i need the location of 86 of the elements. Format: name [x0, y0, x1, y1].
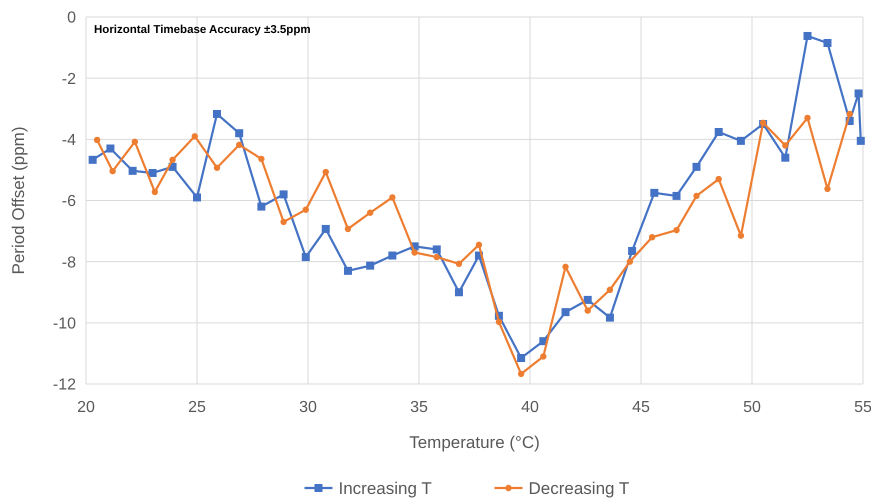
point	[672, 192, 681, 200]
point	[626, 258, 634, 265]
legend-label: Increasing T	[338, 478, 432, 498]
point	[302, 206, 309, 213]
point	[432, 245, 441, 254]
point	[235, 129, 244, 138]
point	[650, 188, 658, 197]
point	[781, 154, 790, 162]
point	[212, 110, 221, 118]
point	[280, 218, 287, 226]
x-tick-label: 30	[299, 399, 317, 416]
point	[388, 252, 396, 260]
point	[804, 32, 812, 40]
point	[169, 156, 176, 164]
point	[736, 136, 745, 145]
y-tick-label: -10	[52, 315, 76, 332]
point	[322, 168, 329, 176]
point	[257, 202, 266, 211]
point	[606, 314, 614, 322]
point	[454, 288, 463, 296]
y-tick-label: -2	[62, 70, 76, 88]
point	[94, 136, 100, 144]
point	[476, 242, 482, 248]
x-tick-label: 25	[188, 399, 206, 416]
point	[584, 307, 591, 314]
point	[804, 114, 811, 122]
point	[88, 156, 97, 164]
point	[236, 142, 242, 148]
annotation: Horizontal Timebase Accuracy ±3.5ppm	[94, 24, 311, 36]
point	[856, 136, 865, 145]
point	[389, 194, 396, 201]
point	[128, 166, 137, 175]
y-tick-label: -6	[62, 193, 76, 210]
point	[366, 262, 374, 270]
point	[148, 168, 157, 177]
point	[258, 156, 265, 162]
x-tick-label: 40	[521, 399, 539, 416]
point	[606, 286, 614, 294]
y-tick-label: -8	[62, 254, 76, 272]
point	[434, 254, 440, 260]
point	[628, 246, 636, 255]
point	[344, 226, 352, 232]
x-tick-label: 50	[743, 399, 761, 416]
x-axis-title: Temperature (°C)	[409, 433, 540, 452]
point	[518, 370, 524, 378]
point	[823, 38, 832, 47]
point	[648, 234, 656, 240]
point	[714, 128, 723, 136]
point	[109, 168, 116, 174]
x-tick-label: 35	[410, 399, 428, 416]
point	[693, 192, 700, 200]
point	[782, 142, 788, 149]
point	[846, 110, 853, 118]
point	[366, 210, 374, 216]
point	[824, 186, 831, 192]
point	[132, 138, 138, 145]
point	[456, 260, 462, 268]
point	[496, 318, 502, 326]
point	[214, 164, 220, 171]
x-tick-label: 20	[77, 399, 95, 416]
point	[738, 232, 744, 239]
point	[517, 354, 526, 362]
point	[562, 264, 569, 270]
y-tick-label: 0	[67, 10, 76, 27]
point	[692, 162, 700, 171]
point	[280, 190, 288, 198]
legend-label: Decreasing T	[528, 478, 630, 498]
point	[540, 353, 547, 360]
x-tick-label: 55	[854, 399, 871, 416]
point	[716, 176, 722, 182]
point	[192, 133, 198, 140]
y-tick-label: -12	[52, 376, 76, 394]
y-tick-label: -4	[62, 132, 76, 149]
point	[152, 188, 158, 196]
point	[584, 296, 592, 304]
y-axis-title: Period Offset (ppm)	[9, 126, 28, 275]
point	[411, 249, 418, 256]
point	[302, 253, 310, 262]
point	[344, 266, 352, 275]
point	[562, 308, 570, 316]
point	[854, 89, 863, 98]
point	[673, 226, 680, 234]
x-tick-label: 45	[632, 399, 650, 416]
point	[322, 224, 330, 233]
point	[193, 193, 201, 202]
point	[106, 144, 114, 153]
